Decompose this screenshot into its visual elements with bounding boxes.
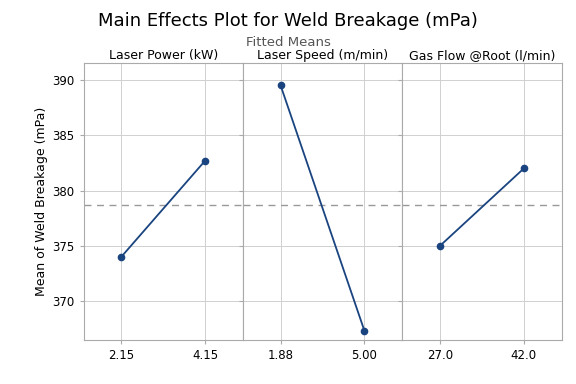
Y-axis label: Mean of Weld Breakage (mPa): Mean of Weld Breakage (mPa) bbox=[35, 107, 48, 296]
Title: Laser Speed (m/min): Laser Speed (m/min) bbox=[257, 49, 388, 62]
Title: Laser Power (kW): Laser Power (kW) bbox=[108, 49, 218, 62]
Title: Gas Flow @Root (l/min): Gas Flow @Root (l/min) bbox=[409, 49, 555, 62]
Text: Main Effects Plot for Weld Breakage (mPa): Main Effects Plot for Weld Breakage (mPa… bbox=[98, 12, 478, 30]
Text: Fitted Means: Fitted Means bbox=[245, 36, 331, 50]
